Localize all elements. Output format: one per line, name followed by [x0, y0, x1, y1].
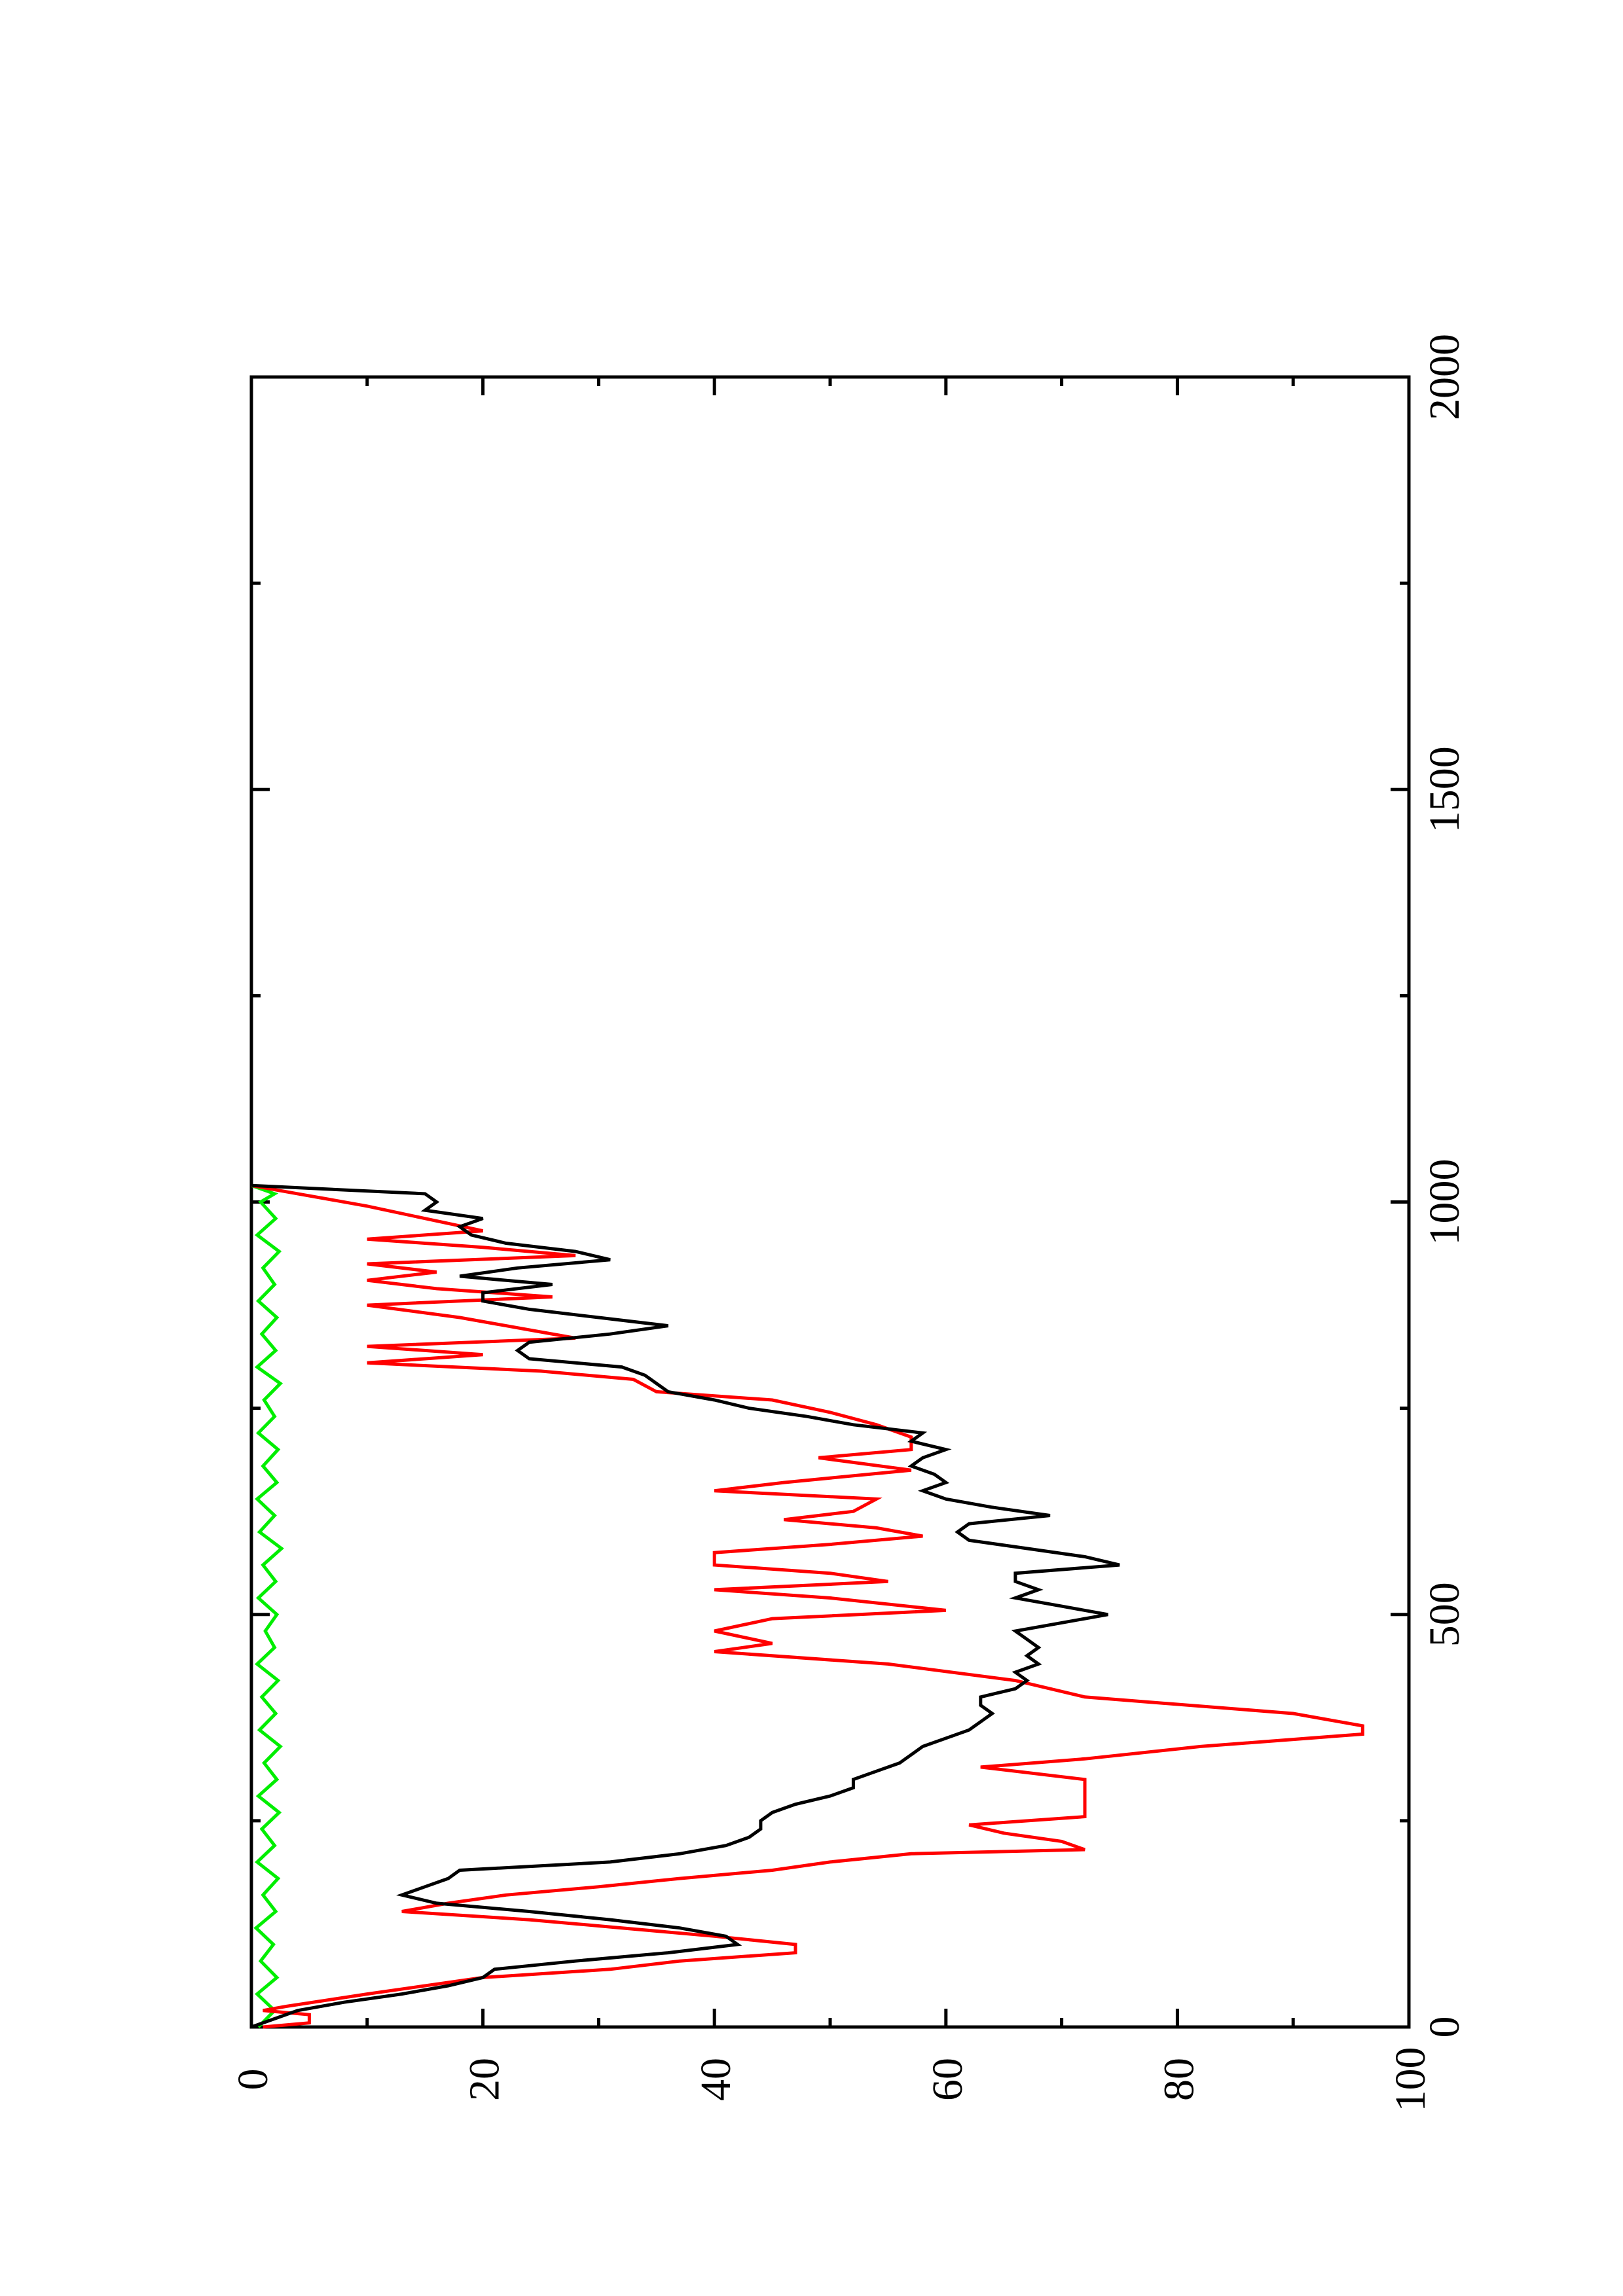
y-tick-label: 40	[692, 2058, 740, 2101]
y-tick-label: 20	[461, 2058, 509, 2101]
y-tick-label: 100	[1387, 2047, 1434, 2112]
y-tick-label: 0	[229, 2069, 277, 2090]
x-tick-label: 2000	[1421, 334, 1468, 420]
x-tick-label: 500	[1421, 1582, 1468, 1647]
tick-labels: 0 500 1000 1500 2000 0 20 40 60 80 100	[229, 334, 1468, 2112]
axis-ticks	[249, 375, 1411, 2029]
green-series-line	[251, 1183, 284, 2028]
y-tick-label: 60	[924, 2058, 972, 2101]
x-tick-label: 1000	[1421, 1159, 1468, 1246]
black-series-line	[251, 1183, 1120, 2029]
x-tick-label: 0	[1421, 2017, 1468, 2038]
x-tick-label: 1500	[1421, 746, 1468, 833]
plot-frame	[249, 375, 1411, 2029]
y-tick-label: 80	[1155, 2058, 1203, 2101]
red-series-line	[251, 1183, 1364, 2029]
series-layer	[251, 1183, 1364, 2029]
